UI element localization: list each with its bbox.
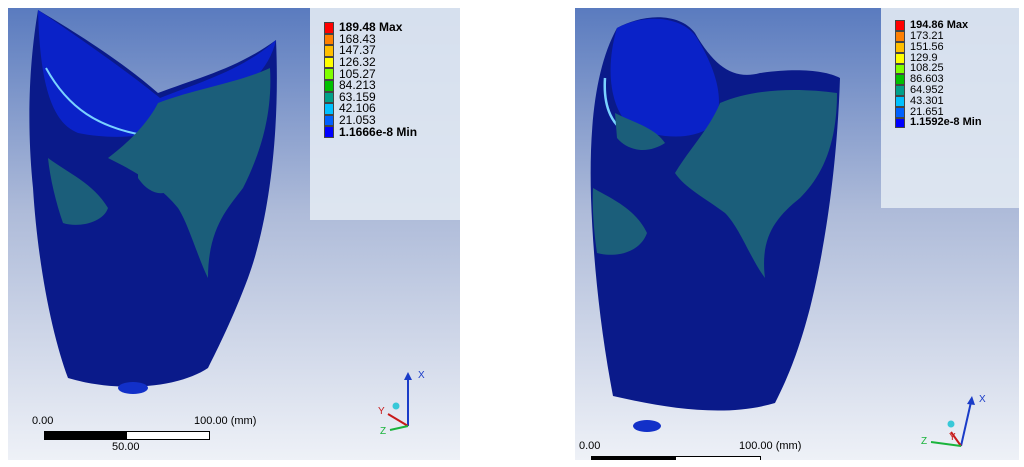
legend-level-label: 129.9 [910, 51, 938, 64]
legend-row: 21.651 [895, 106, 944, 118]
legend-row: 168.43 [324, 31, 376, 46]
legend-row: 84.213 [324, 78, 376, 93]
triad-z-label: Z [921, 436, 927, 447]
stress-patch-1 [675, 90, 837, 279]
legend-row: 21.053 [324, 113, 376, 128]
triad-y-axis [387, 413, 409, 427]
legend-row: 1.1592e-8 Min [895, 117, 982, 129]
legend-level-label: 126.32 [339, 55, 376, 70]
legend-level-label: 108.25 [910, 62, 944, 75]
triad-z-label: Z [380, 426, 386, 437]
legend-row: 105.27 [324, 68, 376, 80]
stress-patch-3 [138, 148, 173, 194]
triad-x-axis [960, 401, 972, 447]
legend-swatch [895, 31, 905, 42]
stress-patch-2 [48, 158, 108, 225]
triad-x-label: X [418, 370, 425, 381]
legend-swatch [895, 52, 905, 64]
legend-level-label: 21.651 [910, 105, 944, 118]
socket-distal-cap [633, 420, 661, 432]
legend-swatch [324, 68, 334, 80]
legend-level-label: 86.603 [910, 73, 944, 86]
legend-swatch [895, 41, 905, 53]
triad-origin-sphere [392, 402, 400, 410]
legend-row: 194.86 Max [895, 20, 968, 32]
triad-y-axis [950, 431, 962, 447]
legend-row: 173.21 [895, 31, 944, 43]
legend-min-label: 1.1592e-8 Min [910, 116, 982, 129]
triad-z-axis [389, 425, 409, 431]
legend-row: 147.37 [324, 43, 376, 58]
legend-swatch [895, 63, 905, 75]
left-legend: 189.48 Max 168.43 147.37 126.32 105.27 8… [310, 8, 460, 220]
right-axis-triad[interactable]: X Y Z [921, 388, 993, 456]
legend-swatch [324, 22, 334, 34]
legend-max-label: 194.86 Max [910, 19, 969, 32]
socket-distal-cap [118, 382, 148, 394]
legend-row: 108.25 [895, 63, 944, 75]
legend-swatch [895, 106, 905, 118]
legend-level-label: 84.213 [339, 78, 376, 93]
triad-x-label: X [979, 394, 986, 405]
legend-level-label: 151.56 [910, 40, 944, 53]
legend-swatch [324, 45, 334, 57]
legend-swatch [324, 56, 334, 69]
left-viewport[interactable]: 189.48 Max 168.43 147.37 126.32 105.27 8… [8, 8, 460, 460]
legend-row: 42.106 [324, 101, 376, 116]
legend-level-label: 43.301 [910, 94, 944, 107]
right-legend: 194.86 Max 173.21 151.56 129.9 108.25 86… [881, 8, 1019, 208]
stress-patch-1 [108, 68, 271, 278]
socket-brim [610, 18, 719, 137]
legend-min-label: 1.1666e-8 Min [339, 124, 418, 139]
triad-origin-sphere [947, 420, 955, 428]
legend-swatch [895, 95, 905, 107]
legend-row: 151.56 [895, 40, 944, 54]
stress-patch-2 [592, 188, 647, 255]
legend-swatch [324, 80, 334, 92]
triad-y-label: Y [949, 432, 956, 443]
legend-swatch [324, 91, 334, 104]
legend-swatch [324, 114, 334, 127]
legend-level-label: 173.21 [910, 30, 944, 43]
legend-swatch [895, 74, 905, 86]
legend-swatch [324, 126, 334, 138]
legend-row: 63.159 [324, 89, 376, 104]
legend-level-label: 63.159 [339, 89, 376, 104]
right-viewport[interactable]: 194.86 Max 173.21 151.56 129.9 108.25 86… [575, 8, 1019, 460]
triad-z-axis [930, 441, 962, 447]
legend-level-label: 42.106 [339, 101, 376, 116]
legend-level-label: 168.43 [339, 31, 376, 46]
legend-max-label: 189.48 Max [339, 20, 403, 35]
legend-row: 1.1666e-8 Min [324, 126, 417, 138]
legend-swatch [324, 103, 334, 115]
legend-row: 126.32 [324, 55, 376, 70]
right-model-view [575, 8, 1019, 460]
legend-level-label: 105.27 [339, 66, 376, 81]
legend-swatch [895, 117, 905, 129]
legend-row: 43.301 [895, 94, 944, 108]
legend-swatch [324, 33, 334, 46]
legend-level-label: 147.37 [339, 43, 376, 58]
legend-swatch [895, 20, 905, 32]
legend-row: 189.48 Max [324, 20, 403, 35]
legend-row: 86.603 [895, 74, 944, 86]
socket-rim-highlight [45, 67, 149, 137]
stress-patch-3 [615, 113, 665, 150]
legend-level-label: 21.053 [339, 113, 376, 128]
triad-y-label: Y [378, 406, 385, 417]
legend-swatch [895, 85, 905, 96]
left-axis-triad[interactable]: X Y Z [378, 366, 438, 438]
legend-row: 64.952 [895, 85, 944, 97]
legend-level-label: 64.952 [910, 84, 944, 97]
legend-row: 129.9 [895, 52, 938, 64]
